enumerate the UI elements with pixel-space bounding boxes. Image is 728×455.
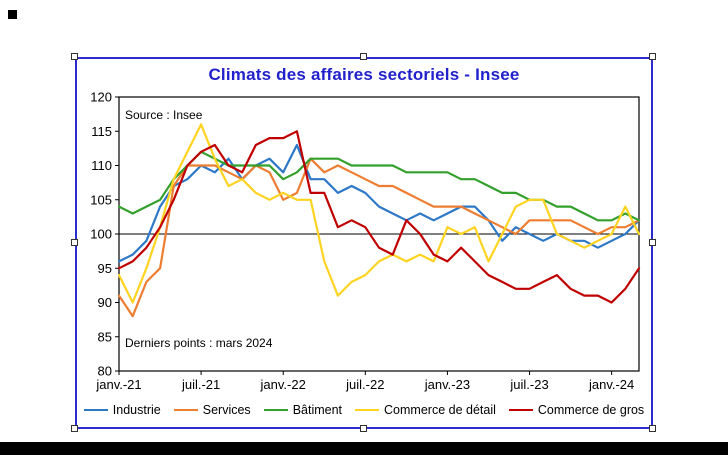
selection-handle-ne[interactable] xyxy=(649,53,656,60)
y-tick-label: 85 xyxy=(98,329,112,344)
y-tick-label: 120 xyxy=(90,90,112,105)
y-tick-label: 100 xyxy=(90,227,112,242)
legend-swatch-icon xyxy=(83,409,108,411)
selection-handle-w[interactable] xyxy=(71,239,78,246)
legend-swatch-icon xyxy=(355,409,380,411)
series-line-Services xyxy=(117,157,641,318)
selection-handle-e[interactable] xyxy=(649,239,656,246)
selection-handle-sw[interactable] xyxy=(71,425,78,432)
series-line-Commerce de gros xyxy=(117,130,641,304)
last-points-note: Derniers points : mars 2024 xyxy=(125,336,273,350)
legend-swatch-icon xyxy=(173,409,198,411)
y-tick-label: 110 xyxy=(91,158,112,173)
x-tick-label: janv.-21 xyxy=(95,377,141,392)
series-line-Commerce de détail xyxy=(117,123,641,304)
chart-plot: 80 85 90 95 100 105 110 115 120 janv.-21 juil.-21… xyxy=(90,90,641,392)
legend-label: Commerce de détail xyxy=(384,403,496,417)
chart-object[interactable]: Climats des affaires sectoriels - Insee … xyxy=(75,57,653,429)
letterbox-bottom xyxy=(0,442,728,455)
y-tick-label: 105 xyxy=(90,192,112,207)
y-tick-label: 80 xyxy=(98,364,112,379)
legend-item: Commerce de gros xyxy=(508,403,645,417)
legend: Industrie Services Bâtiment Commerce de dét… xyxy=(77,403,651,417)
selection-handle-se[interactable] xyxy=(649,425,656,432)
x-tick-label: janv.-24 xyxy=(588,377,634,392)
x-tick-label: janv.-23 xyxy=(424,377,470,392)
y-tick-label: 95 xyxy=(98,261,112,276)
y-tick-label: 115 xyxy=(91,124,112,139)
legend-swatch-icon xyxy=(508,409,533,411)
legend-label: Industrie xyxy=(112,403,161,417)
legend-swatch-icon xyxy=(263,409,288,411)
legend-label: Bâtiment xyxy=(292,403,343,417)
legend-item: Commerce de détail xyxy=(355,403,496,417)
series-line-Bâtiment xyxy=(117,150,641,222)
legend-item: Industrie xyxy=(83,403,161,417)
x-tick-label: juil.-23 xyxy=(509,377,548,392)
chart-title: Climats des affaires sectoriels - Insee xyxy=(208,65,520,84)
series-line-Industrie xyxy=(117,143,641,263)
source-note: Source : Insee xyxy=(125,108,203,122)
legend-item: Services xyxy=(173,403,251,417)
x-tick-label: janv.-22 xyxy=(260,377,306,392)
legend-label: Commerce de gros xyxy=(537,403,645,417)
page-selection-handle[interactable] xyxy=(8,10,17,19)
legend-label: Services xyxy=(202,403,251,417)
x-tick-label: juil.-21 xyxy=(181,377,220,392)
selection-handle-nw[interactable] xyxy=(71,53,78,60)
legend-item: Bâtiment xyxy=(263,403,343,417)
y-tick-label: 90 xyxy=(98,295,112,310)
x-tick-label: juil.-22 xyxy=(345,377,384,392)
selection-handle-n[interactable] xyxy=(360,53,367,60)
selection-handle-s[interactable] xyxy=(360,425,367,432)
